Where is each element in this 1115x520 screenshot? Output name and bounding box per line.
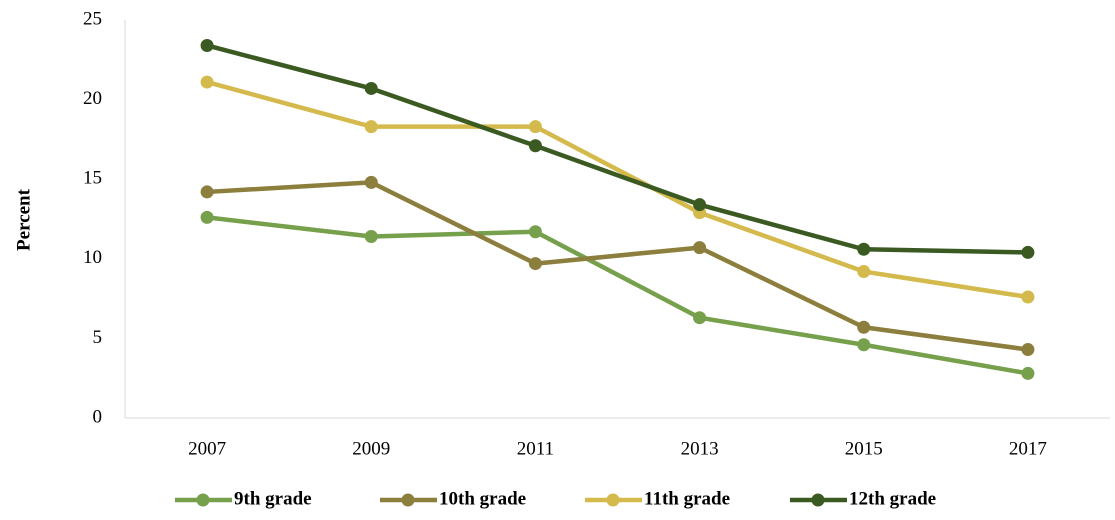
point [528, 225, 542, 239]
point [200, 38, 214, 52]
point [364, 81, 378, 95]
point [1021, 290, 1035, 304]
y-tick-label: 25 [83, 8, 102, 29]
x-tick-label: 2015 [845, 438, 883, 459]
point [1021, 366, 1035, 380]
point [364, 175, 378, 189]
y-tick-label: 10 [83, 247, 102, 268]
point [200, 185, 214, 199]
point [364, 120, 378, 134]
x-tick-label: 2009 [352, 438, 390, 459]
legend-label: 9th grade [234, 488, 312, 509]
series-line [206, 215, 1029, 376]
legend-label: 10th grade [439, 488, 526, 509]
y-tick-label: 5 [93, 327, 103, 348]
legend-label: 11th grade [644, 488, 730, 509]
point [1021, 245, 1035, 259]
point [1021, 343, 1035, 357]
point [200, 75, 214, 89]
legend-label: 12th grade [849, 488, 936, 509]
legend-marker [606, 493, 620, 507]
x-tick-label: 2017 [1009, 438, 1047, 459]
y-tick-label: 15 [83, 168, 102, 189]
legend-marker [401, 493, 415, 507]
point [857, 242, 871, 256]
legend-marker [196, 493, 210, 507]
y-tick-label: 20 [83, 88, 102, 109]
point [528, 257, 542, 271]
series-line [206, 79, 1029, 300]
x-tick-label: 2011 [517, 438, 554, 459]
point [857, 338, 871, 352]
x-tick-label: 2013 [681, 438, 719, 459]
point [528, 139, 542, 153]
y-tick-label: 0 [93, 406, 103, 427]
series-line [206, 180, 1029, 352]
x-tick-label: 2007 [188, 438, 226, 459]
point [693, 198, 707, 212]
point [857, 265, 871, 279]
point [693, 311, 707, 325]
point [857, 320, 871, 334]
legend-marker [811, 493, 825, 507]
y-axis-label: Percent [13, 188, 34, 251]
point [528, 120, 542, 134]
point [200, 210, 214, 224]
point [364, 230, 378, 244]
series-line [206, 43, 1028, 255]
point [693, 241, 707, 255]
